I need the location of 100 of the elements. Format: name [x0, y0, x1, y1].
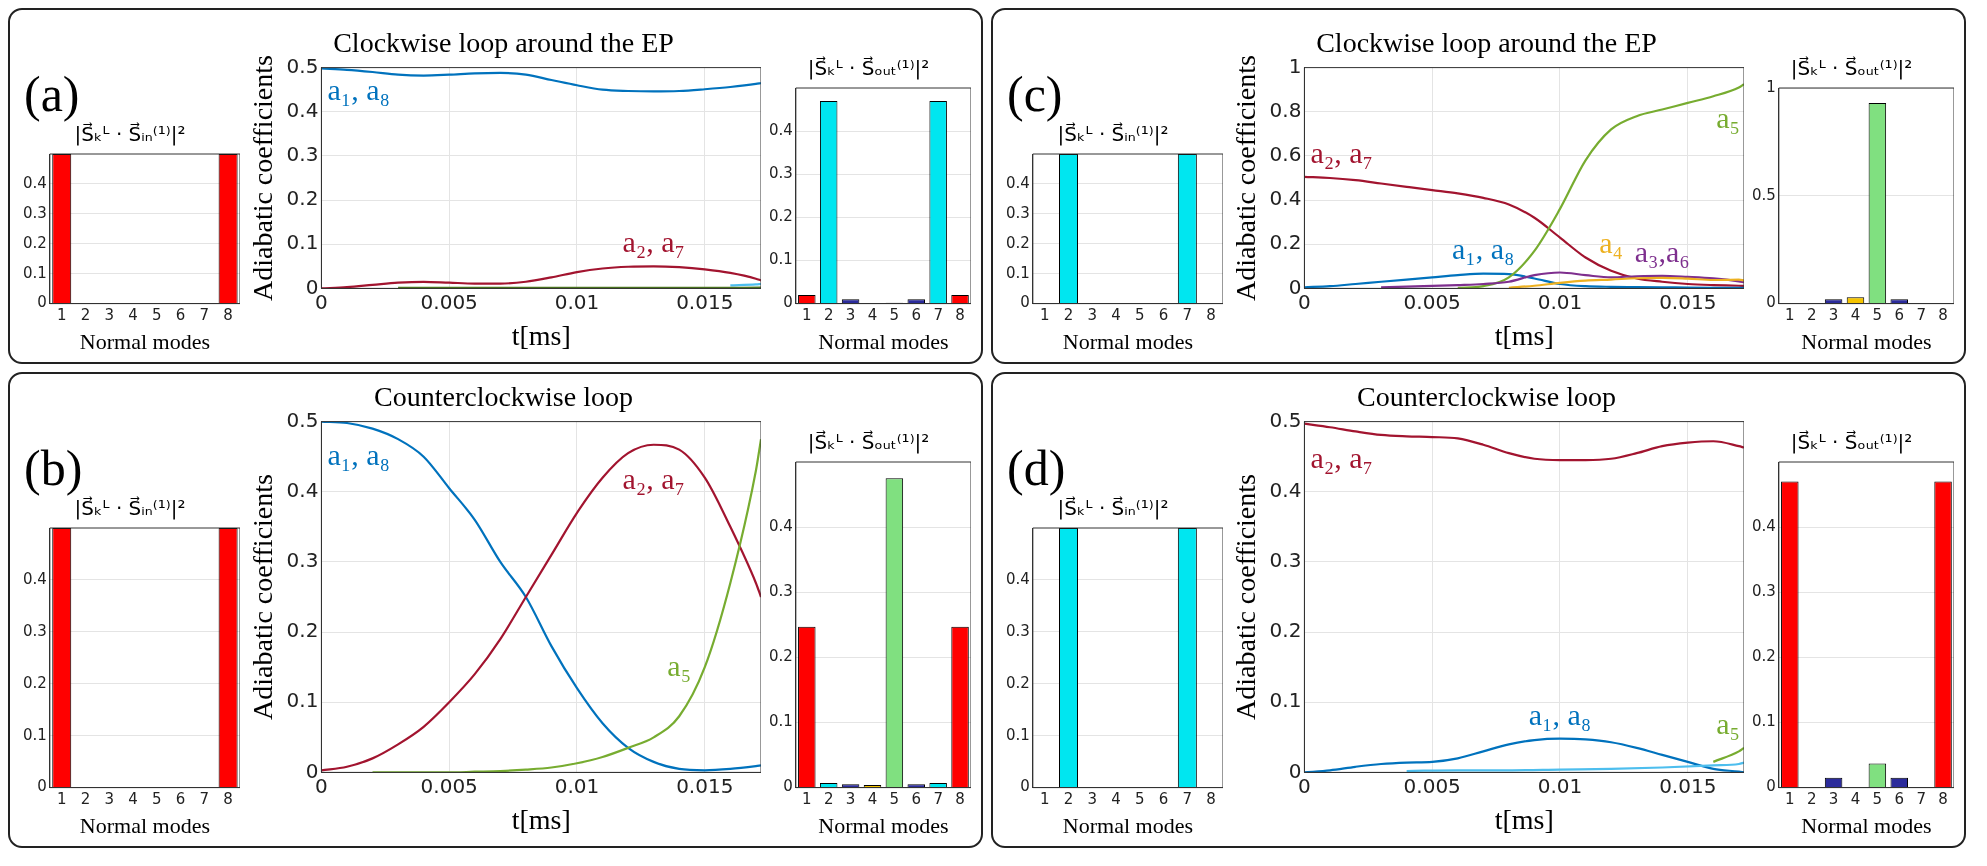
x-tick-label: 4	[867, 306, 878, 325]
y-tick-label: 0.1	[23, 725, 47, 744]
text: (a)	[24, 66, 80, 122]
x-tick-label: 8	[1206, 790, 1216, 809]
x-tick-label: 8	[955, 306, 965, 325]
y-tick-label: 0.4	[769, 121, 793, 140]
series-label: a₁, a₈	[326, 438, 390, 472]
y-tick-label: 0.2	[1006, 673, 1030, 692]
y-axis-title: Adiabatic coefficients	[246, 474, 278, 720]
y-tick-label: 0.4	[769, 517, 793, 536]
x-tick-label: 4	[1111, 790, 1121, 809]
x-axis-title: Normal modes	[1062, 812, 1194, 838]
x-axis-title: Normal modes	[1801, 328, 1932, 354]
y-tick-label: 0.3	[23, 203, 47, 222]
x-tick-label: 7	[1182, 306, 1193, 325]
y-tick-label: 0.3	[286, 142, 318, 167]
x-tick-label: 8	[223, 790, 233, 809]
text: (b)	[24, 440, 83, 496]
x-axis-title: Normal modes	[1801, 812, 1932, 838]
y-tick-label: 0.4	[1006, 569, 1030, 588]
x-tick-label: 2	[1806, 306, 1817, 325]
y-tick-label: 0.5	[286, 53, 318, 78]
y-tick-label: 0.4	[1752, 517, 1776, 536]
y-tick-label: 0.3	[286, 548, 318, 573]
chart-title: Clockwise loop around the EP	[1315, 27, 1657, 59]
chart-title: |S⃗ₖᴸ · S⃗ᵢₙ⁽¹⁾|²	[74, 121, 186, 147]
y-tick-label: 0.4	[23, 173, 47, 192]
y-axis-title: Adiabatic coefficients	[246, 55, 278, 301]
x-axis-title: t[ms]	[511, 803, 571, 835]
x-tick-label: 0.015	[675, 289, 733, 314]
y-tick-label: 0.3	[1752, 582, 1776, 601]
x-tick-label: 1	[1785, 306, 1795, 325]
x-tick-label: 2	[823, 790, 834, 809]
x-tick-label: 3	[1828, 790, 1839, 809]
x-tick-label: 2	[1063, 306, 1074, 325]
x-tick-label: 2	[823, 306, 834, 325]
x-tick-label: 0.01	[1537, 289, 1582, 314]
x-tick-label: 0.005	[420, 773, 478, 798]
x-tick-label: 6	[175, 306, 186, 325]
y-axis-title: Adiabatic coefficients	[1229, 55, 1261, 301]
x-tick-label: 8	[223, 306, 233, 325]
x-tick-label: 0.015	[1658, 289, 1716, 314]
y-tick-label: 1	[1766, 77, 1776, 96]
y-tick-label: 0.4	[1006, 173, 1030, 192]
x-tick-label: 6	[911, 790, 922, 809]
y-tick-label: 0.4	[1269, 477, 1301, 502]
x-tick-label: 5	[889, 306, 900, 325]
chart-title: Counterclockwise loop	[1356, 381, 1616, 413]
x-tick-label: 7	[1916, 306, 1926, 325]
y-tick-label: 0.1	[769, 712, 793, 731]
y-tick-label: 0.2	[23, 673, 47, 692]
x-axis-title: Normal modes	[79, 812, 211, 838]
y-tick-label: 0.2	[1269, 618, 1301, 643]
x-tick-label: 6	[1158, 790, 1169, 809]
x-axis-title: Normal modes	[1062, 328, 1194, 354]
x-tick-label: 7	[933, 790, 943, 809]
y-tick-label: 0.2	[769, 207, 793, 226]
text: (d)	[1007, 440, 1066, 496]
x-tick-label: 3	[104, 306, 115, 325]
x-tick-label: 5	[1135, 790, 1145, 809]
y-tick-label: 0.1	[286, 230, 318, 255]
y-tick-label: 0.2	[1006, 233, 1030, 252]
y-axis-title: Adiabatic coefficients	[1229, 474, 1261, 720]
y-tick-label: 0.4	[1269, 186, 1301, 211]
x-tick-label: 7	[1182, 790, 1193, 809]
series-label: a₂, a₇	[621, 225, 685, 259]
series-label: a₂, a₇	[1309, 440, 1373, 474]
series-label: a₂, a₇	[1309, 135, 1373, 169]
y-tick-label: 0.4	[23, 569, 47, 588]
x-tick-label: 0.005	[1403, 773, 1461, 798]
x-tick-label: 3	[845, 306, 856, 325]
y-tick-label: 0.3	[1269, 548, 1301, 573]
x-tick-label: 4	[867, 790, 878, 809]
x-tick-label: 8	[1206, 306, 1216, 325]
x-tick-label: 4	[128, 790, 138, 809]
y-tick-label: 0.3	[1006, 203, 1030, 222]
x-tick-label: 0.015	[675, 773, 733, 798]
series-label: a₅	[666, 649, 691, 683]
x-tick-label: 2	[1806, 790, 1817, 809]
y-tick-label: 0.3	[1006, 621, 1030, 640]
y-tick-label: 1	[1288, 53, 1301, 78]
x-tick-label: 5	[1872, 306, 1883, 325]
x-tick-label: 4	[1111, 306, 1121, 325]
x-tick-label: 5	[889, 790, 900, 809]
x-tick-label: 0.015	[1658, 773, 1716, 798]
y-tick-label: 0.3	[23, 621, 47, 640]
x-tick-label: 1	[1039, 306, 1050, 325]
x-axis-title: t[ms]	[1494, 803, 1554, 835]
series-label: a₁, a₈	[1451, 232, 1515, 266]
x-tick-label: 5	[1135, 306, 1145, 325]
series-label: a₅	[1715, 101, 1740, 135]
chart-title: |S⃗ₖᴸ · S⃗ₒᵤₜ⁽¹⁾|²	[807, 429, 930, 455]
y-tick-label: 0.5	[286, 407, 318, 432]
x-tick-label: 0.005	[420, 289, 478, 314]
y-tick-label: 0.4	[286, 97, 318, 122]
text: (c)	[1007, 66, 1063, 122]
chart-title: |S⃗ₖᴸ · S⃗ₒᵤₜ⁽¹⁾|²	[1790, 429, 1913, 455]
y-tick-label: 0.5	[1269, 407, 1301, 432]
y-tick-label: 0.2	[286, 186, 318, 211]
x-tick-label: 1	[802, 306, 812, 325]
